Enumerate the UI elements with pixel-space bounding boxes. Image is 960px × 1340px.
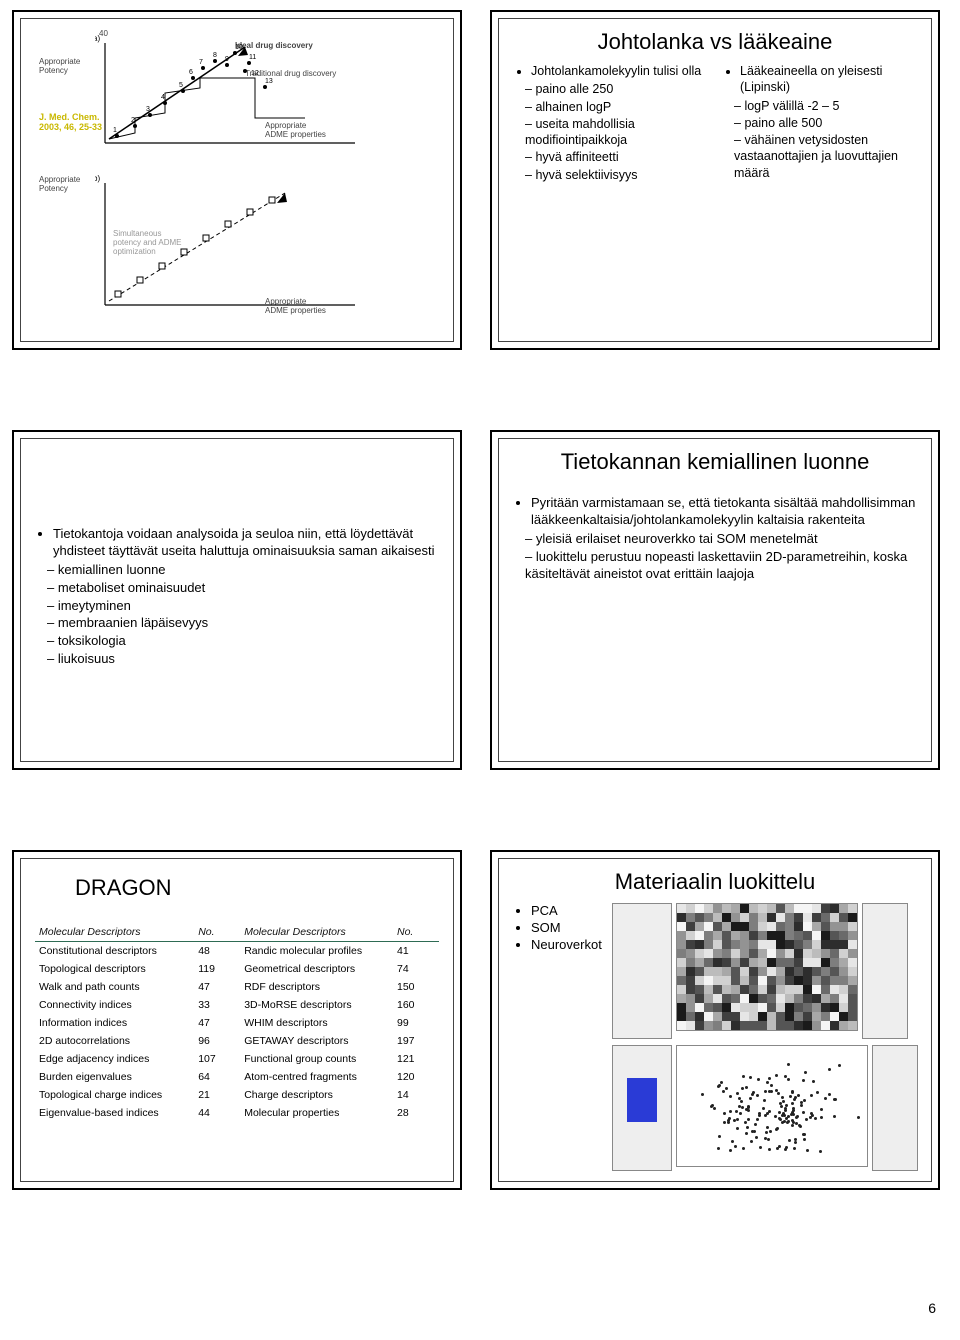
s3-list: kemiallinen luonne metaboliset ominaisuu… [35, 562, 439, 668]
s3-i1: metaboliset ominaisuudet [47, 580, 439, 597]
table-row: Constitutional descriptors48Randic molec… [35, 942, 439, 961]
slide2-title: Johtolanka vs lääkeaine [513, 29, 917, 55]
figure-svg: 1 2 3 4 5 6 7 8 9 10 11 12 13 a) [95, 33, 425, 323]
s2-l1: alhainen logP [525, 99, 708, 115]
svg-text:6: 6 [189, 69, 193, 76]
label-potency-a: Appropriate Potency [39, 57, 80, 75]
svg-text:a): a) [95, 34, 100, 43]
scatter-plot [676, 1045, 868, 1167]
som-side-panel [612, 903, 672, 1039]
ref-line2: 2003, 46, 25-33 [39, 122, 102, 132]
s2-left-list: paino alle 250 alhainen logP useita mahd… [513, 81, 708, 183]
s2-r0: logP välillä -2 – 5 [734, 98, 917, 114]
ref-line1: J. Med. Chem. [39, 112, 100, 122]
s4-i1: luokittelu perustuu nopeasti laskettavii… [525, 549, 917, 583]
s3-i0: kemiallinen luonne [47, 562, 439, 579]
svg-text:8: 8 [213, 52, 217, 59]
table-row: 2D autocorrelations96GETAWAY descriptors… [35, 1032, 439, 1050]
som-legend [862, 903, 908, 1039]
s6-list: PCA SOM Neuroverkot [513, 903, 602, 952]
s2-r1: paino alle 500 [734, 115, 917, 131]
s2-r2: vähäinen vetysidosten vastaanottajien ja… [734, 132, 917, 181]
dh1: No. [194, 923, 240, 942]
scatter-legend [872, 1045, 918, 1171]
s2-right-head: Lääkeaineella on yleisesti (Lipinski) [740, 63, 917, 96]
svg-text:11: 11 [249, 54, 256, 61]
s2-l0: paino alle 250 [525, 81, 708, 97]
s2-l2: useita mahdollisia modifiointipaikkoja [525, 116, 708, 149]
s4-list: yleisiä erilaiset neuroverkko tai SOM me… [513, 531, 917, 583]
s4-head: Pyritään varmistamaan se, että tietokant… [531, 495, 917, 529]
slide-dragon: DRAGON Molecular Descriptors No. Molecul… [12, 850, 462, 1190]
svg-text:13: 13 [265, 78, 273, 85]
s3-head: Tietokantoja voidaan analysoida ja seulo… [53, 526, 439, 560]
dh2: Molecular Descriptors [240, 923, 393, 942]
slide-kemiallinen-luonne: Tietokannan kemiallinen luonne Pyritään … [490, 430, 940, 770]
som-grid [676, 903, 858, 1031]
svg-text:4: 4 [161, 94, 165, 101]
s3-i3: membraanien läpäisevyys [47, 615, 439, 632]
svg-text:5: 5 [179, 82, 183, 89]
s3-i5: liukoisuus [47, 651, 439, 668]
svg-text:12: 12 [251, 70, 259, 77]
slide-materiaalin-luokittelu: Materiaalin luokittelu PCA SOM Neuroverk… [490, 850, 940, 1190]
svg-text:2: 2 [131, 117, 135, 124]
s6-i1: SOM [531, 920, 602, 935]
table-row: Edge adjacency indices107Functional grou… [35, 1050, 439, 1068]
slide-tietokantoja: Tietokantoja voidaan analysoida ja seulo… [12, 430, 462, 770]
table-row: Eigenvalue-based indices44Molecular prop… [35, 1104, 439, 1122]
discovery-figure: J. Med. Chem. 2003, 46, 25-33 40 Appropr… [35, 29, 439, 327]
s2-l4: hyvä selektiivisyys [525, 167, 708, 183]
dragon-table: Molecular Descriptors No. Molecular Desc… [35, 923, 439, 1122]
svg-text:7: 7 [199, 59, 203, 66]
s6-i0: PCA [531, 903, 602, 918]
s5-title: DRAGON [75, 875, 439, 901]
s4-i0: yleisiä erilaiset neuroverkko tai SOM me… [525, 531, 917, 548]
dh3: No. [393, 923, 439, 942]
label-potency-b: Appropriate Potency [39, 175, 80, 193]
svg-text:b): b) [95, 174, 100, 183]
table-row: Topological descriptors119Geometrical de… [35, 960, 439, 978]
s6-title: Materiaalin luokittelu [513, 869, 917, 895]
s3-i4: toksikologia [47, 633, 439, 650]
s2-right-list: logP välillä -2 – 5 paino alle 500 vähäi… [722, 98, 917, 181]
dh0: Molecular Descriptors [35, 923, 194, 942]
s2-left-head: Johtolankamolekyylin tulisi olla [531, 63, 708, 79]
slide-figure: J. Med. Chem. 2003, 46, 25-33 40 Appropr… [12, 10, 462, 350]
slide-johtolanka: Johtolanka vs lääkeaine Johtolankamoleky… [490, 10, 940, 350]
s4-title: Tietokannan kemiallinen luonne [513, 449, 917, 475]
table-row: Burden eigenvalues64Atom-centred fragmen… [35, 1068, 439, 1086]
table-row: Topological charge indices21Charge descr… [35, 1086, 439, 1104]
svg-text:9: 9 [225, 56, 229, 63]
svg-text:1: 1 [113, 127, 117, 134]
s6-i2: Neuroverkot [531, 937, 602, 952]
page-number: 6 [928, 1300, 936, 1316]
scatter-side-panel [612, 1045, 672, 1171]
svg-text:10: 10 [235, 44, 243, 51]
table-row: Connectivity indices333D-MoRSE descripto… [35, 996, 439, 1014]
s3-i2: imeytyminen [47, 598, 439, 615]
svg-text:3: 3 [146, 106, 150, 113]
table-row: Information indices47WHIM descriptors99 [35, 1014, 439, 1032]
s2-l3: hyvä affiniteetti [525, 149, 708, 165]
table-row: Walk and path counts47RDF descriptors150 [35, 978, 439, 996]
